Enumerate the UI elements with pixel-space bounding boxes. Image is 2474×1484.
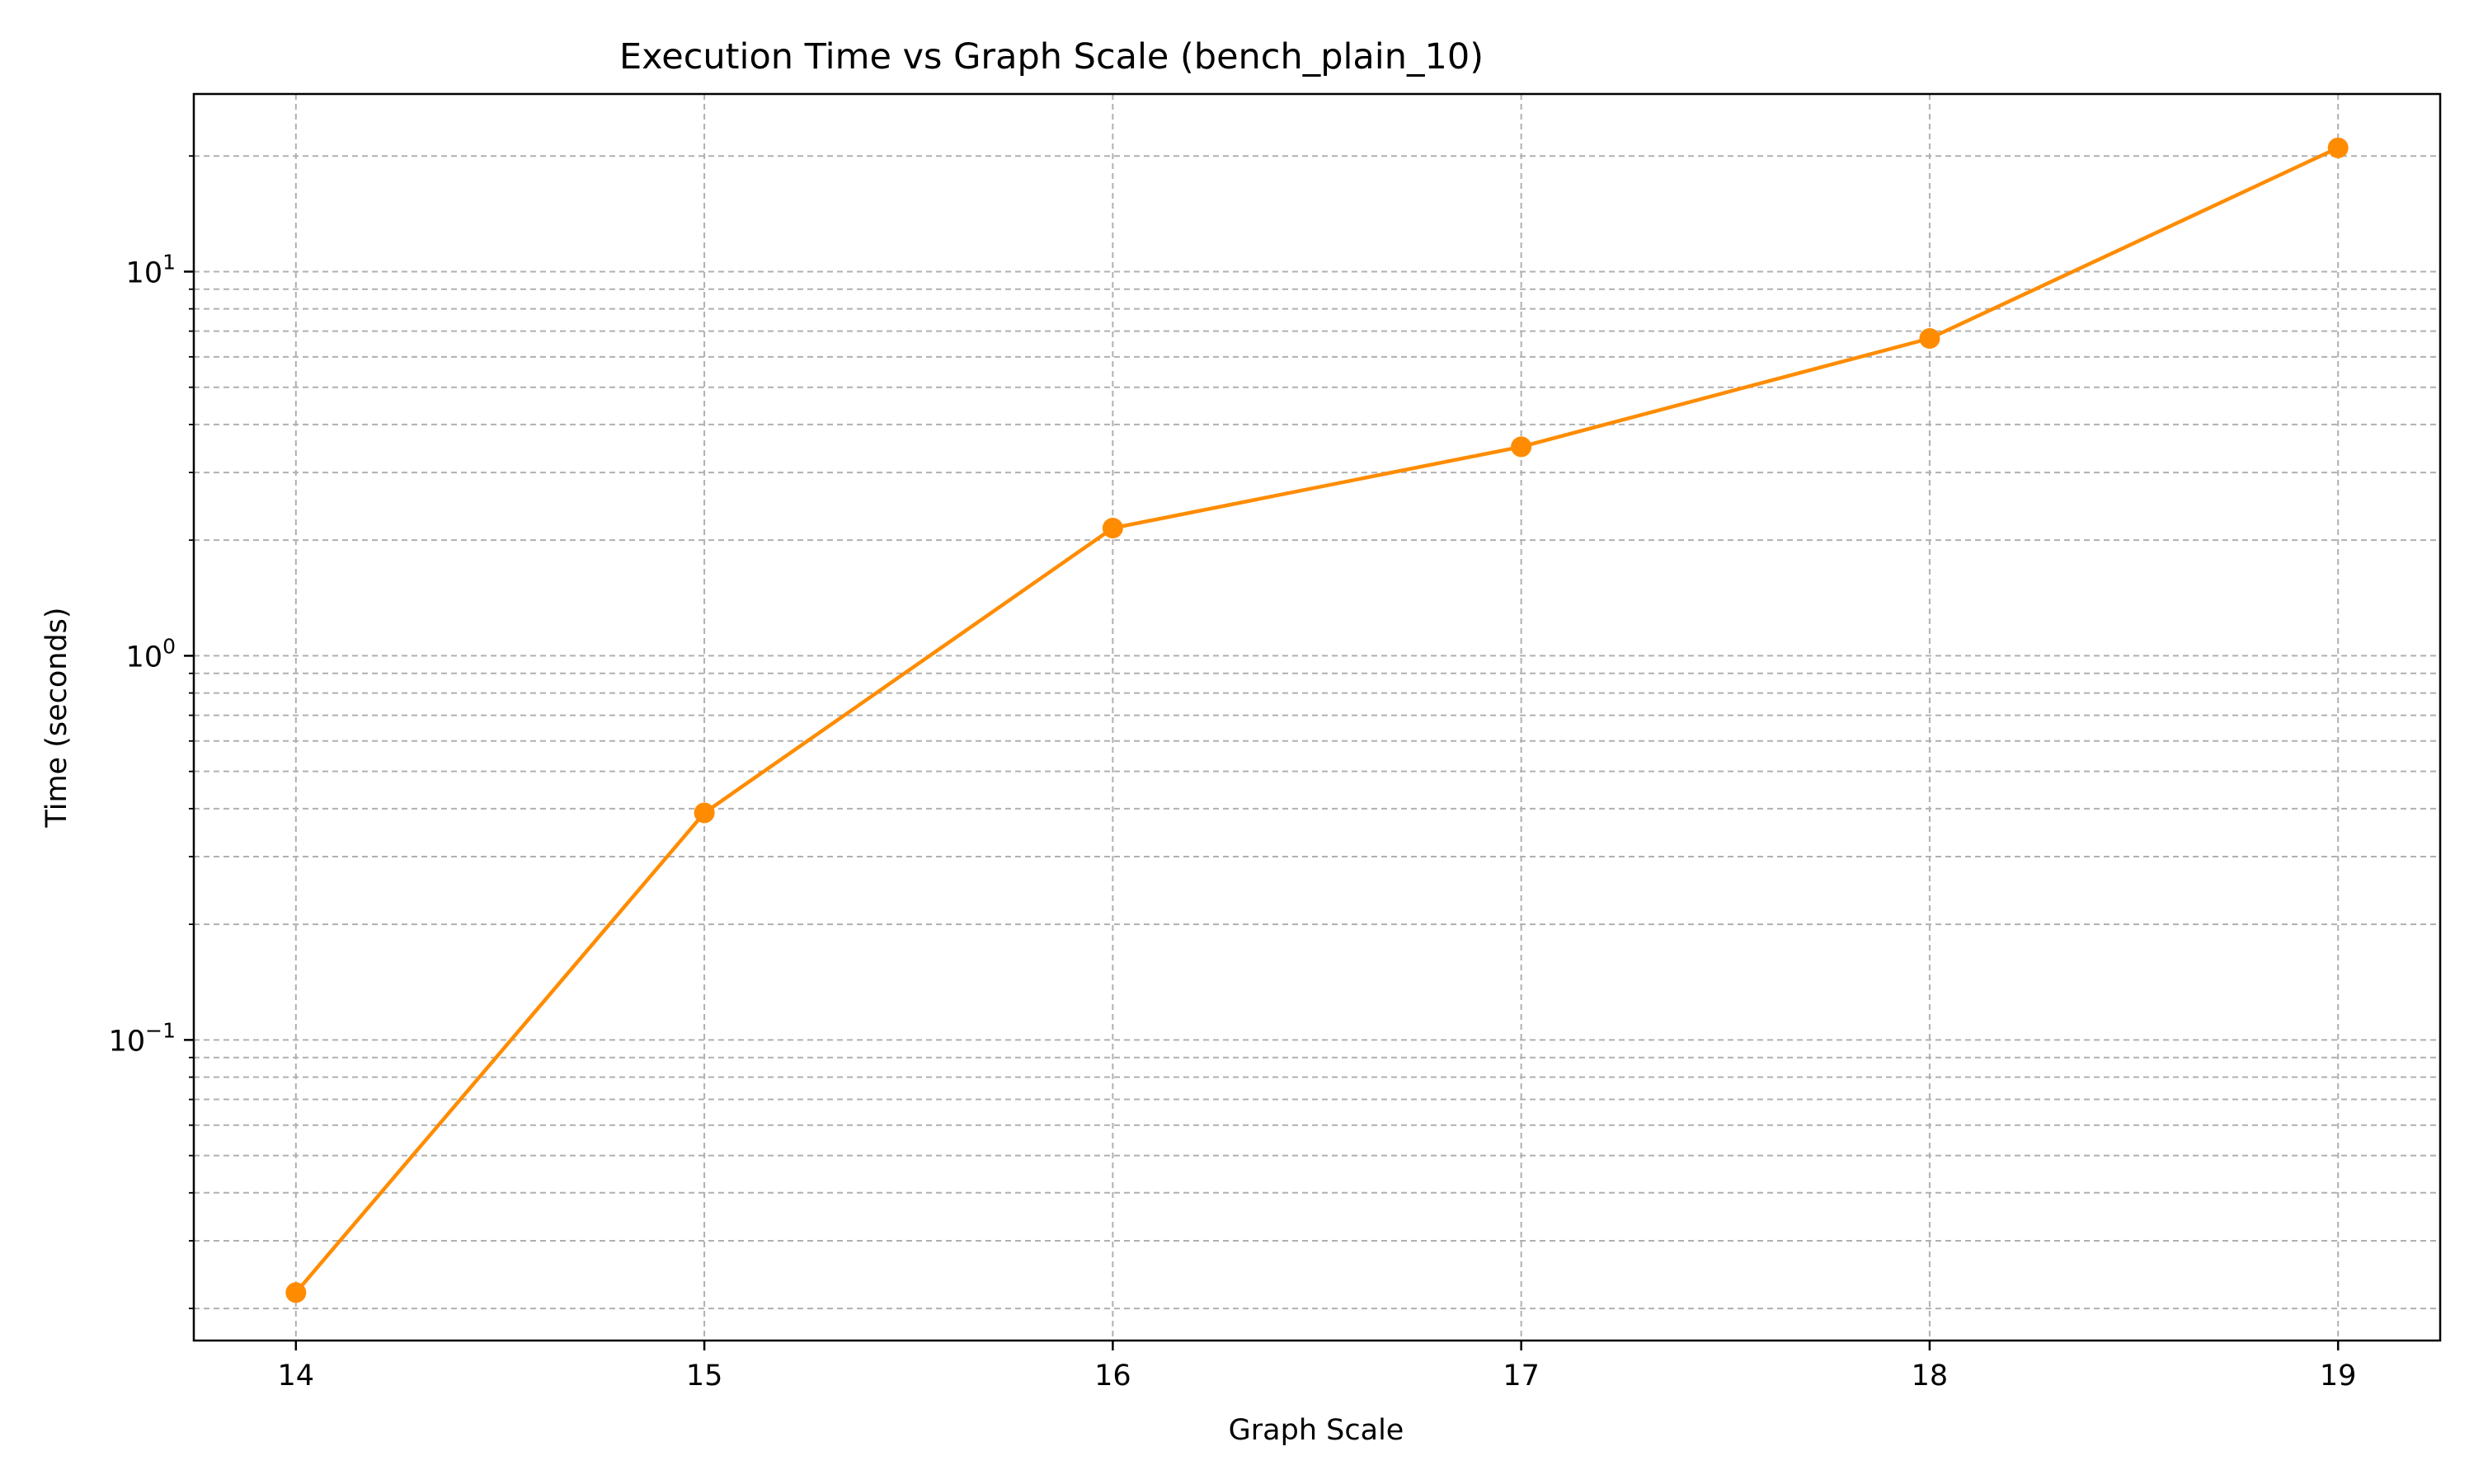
x-tick-label: 18 [1912,1360,1949,1392]
x-tick-label: 16 [1094,1360,1131,1392]
data-point [1102,518,1123,539]
chart-title: Execution Time vs Graph Scale (bench_pla… [619,36,1484,77]
data-point [285,1282,307,1303]
series-line [294,146,2340,1295]
y-tick-label: 10−1 [109,1018,176,1058]
y-tick-label-exponent: 1 [162,250,176,274]
y-axis-label: Time (seconds) [40,607,73,828]
grid-lines [194,94,2440,1341]
series-layer [285,137,2349,1303]
y-tick-label-base: 10 [126,256,163,289]
y-tick-label: 100 [126,634,176,674]
y-tick-label-exponent: −1 [145,1018,176,1042]
x-tick-label: 17 [1503,1360,1540,1392]
x-tick-label: 14 [278,1360,315,1392]
y-tick-label-base: 10 [126,641,163,674]
y-tick-label-base: 10 [109,1025,146,1058]
data-point [2327,137,2349,158]
x-tick-label: 15 [686,1360,723,1392]
data-point [1511,436,1532,458]
plot-frame [192,92,2442,1342]
data-point [1919,328,1940,350]
x-axis-label: Graph Scale [1229,1414,1404,1447]
data-point [694,802,715,824]
x-tick-label: 19 [2320,1360,2357,1392]
y-tick-label: 101 [126,250,176,289]
y-tick-label-exponent: 0 [162,634,176,658]
